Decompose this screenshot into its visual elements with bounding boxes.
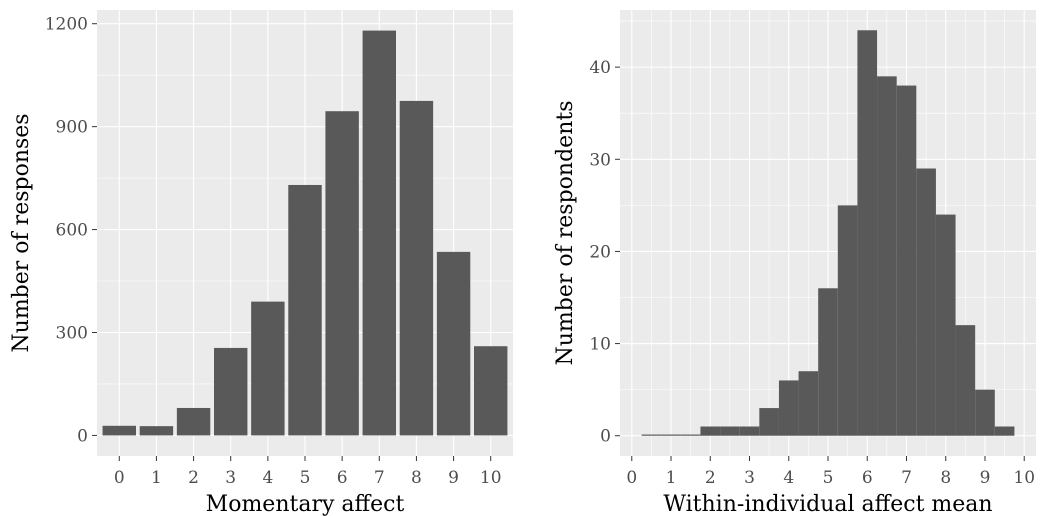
histogram-bin: [935, 214, 956, 436]
bar-4: [251, 301, 285, 436]
bar-7: [362, 30, 396, 436]
histogram-bin: [837, 205, 858, 436]
bar-10: [474, 346, 508, 436]
bar-3: [214, 347, 248, 436]
y-tick-label: 300: [56, 323, 88, 343]
y-tick-label: 1200: [45, 15, 88, 35]
y-tick-label: 40: [589, 58, 611, 78]
left-panel-momentary-affect: 0 1 2 3 4 5 6 7 8 9 10 0 300 600 900 1200 Momentary affe…: [9, 10, 513, 516]
x-tick-label: 8: [940, 468, 951, 488]
x-tick-label: 0: [626, 468, 637, 488]
x-tick-label: 7: [374, 468, 385, 488]
histogram-bin: [661, 434, 681, 436]
x-tick-label: 0: [114, 468, 125, 488]
histogram-bin: [739, 426, 760, 436]
x-tick-label: 3: [744, 468, 755, 488]
histogram-bin: [916, 168, 936, 436]
x-tick-label: 1: [151, 468, 162, 488]
histogram-bin: [975, 389, 995, 436]
bar-6: [325, 111, 359, 436]
y-tick-label: 0: [77, 426, 88, 446]
bar-2: [176, 407, 211, 436]
x-tick-label: 10: [1013, 468, 1035, 488]
x-tick-label: 5: [300, 468, 311, 488]
y-tick-label: 20: [589, 242, 611, 262]
x-tick-label: 8: [411, 468, 422, 488]
histogram-bin: [798, 371, 819, 436]
bar-8: [399, 100, 434, 436]
bar-1: [139, 426, 174, 436]
y-axis-title: Number of respondents: [553, 101, 578, 366]
right-panel-affect-mean: 0 1 2 3 4 5 6 7 8 9 10 0 10 20 30 40 Within-individual a…: [553, 10, 1036, 516]
histogram-bin: [759, 408, 779, 436]
bar-0: [102, 425, 136, 436]
x-axis-title: Momentary affect: [206, 492, 405, 516]
histogram-bin: [955, 325, 976, 436]
y-tick-label: 0: [600, 427, 611, 447]
y-tick-label: 10: [589, 335, 611, 355]
y-axis-title: Number of responses: [9, 113, 34, 352]
x-axis-title: Within-individual affect mean: [663, 492, 992, 516]
histogram-bin: [994, 426, 1015, 436]
x-tick-label: 2: [188, 468, 199, 488]
bar-5: [288, 184, 322, 436]
x-tick-label: 7: [901, 468, 912, 488]
x-tick-label: 1: [666, 468, 677, 488]
x-tick-label: 4: [262, 468, 273, 488]
histogram-bin: [896, 85, 917, 436]
histogram-bin: [700, 426, 721, 436]
bar-9: [436, 251, 471, 436]
x-tick-label: 6: [862, 468, 873, 488]
x-tick-label: 9: [980, 468, 991, 488]
x-tick-label: 9: [448, 468, 459, 488]
x-tick-label: 3: [225, 468, 236, 488]
histogram-bin: [778, 380, 799, 436]
x-tick-label: 5: [823, 468, 834, 488]
x-tick-label: 2: [705, 468, 716, 488]
x-tick-label: 6: [337, 468, 348, 488]
y-tick-label: 900: [56, 118, 88, 138]
x-tick-label: 4: [783, 468, 794, 488]
histogram-bin: [720, 426, 740, 436]
histogram-bin: [857, 30, 878, 436]
y-tick-label: 30: [589, 150, 611, 170]
x-tick-label: 10: [480, 468, 502, 488]
histogram-bin: [680, 434, 701, 436]
y-tick-label: 600: [56, 221, 88, 241]
histogram-bin: [641, 434, 662, 436]
histogram-bin: [818, 288, 838, 436]
histogram-bin: [877, 76, 897, 436]
